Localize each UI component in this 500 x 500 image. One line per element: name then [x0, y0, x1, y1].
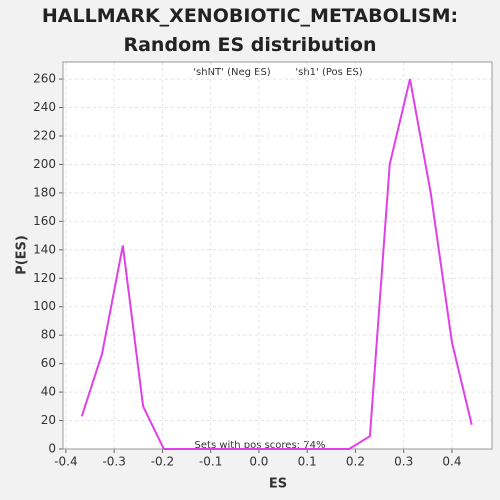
y-tick-label: 180: [33, 185, 56, 199]
y-tick-label: 120: [33, 271, 56, 285]
x-tick-label: -0.1: [199, 455, 222, 469]
x-axis-label: ES: [269, 477, 287, 492]
y-tick-label: 140: [33, 242, 56, 256]
y-tick-label: 160: [33, 214, 56, 228]
x-tick-label: -0.2: [151, 455, 174, 469]
y-tick-label: 0: [48, 442, 56, 456]
data-line: [80, 78, 473, 450]
y-tick-label: 20: [41, 413, 56, 427]
y-tick-label: 40: [41, 385, 56, 399]
y-tick-label: 80: [41, 328, 56, 342]
y-tick-label: 240: [33, 100, 56, 114]
chart-title: HALLMARK_XENOBIOTIC_METABOLISM: Random E…: [41, 5, 459, 56]
annotation: Sets with pos scores: 74%: [195, 440, 326, 451]
x-tick-label: 0.1: [298, 455, 317, 469]
y-tick-label: 260: [33, 72, 56, 86]
plot-area: [62, 61, 493, 450]
legend-pos: 'sh1' (Pos ES): [295, 67, 362, 78]
y-tick-label: 60: [41, 356, 56, 370]
y-tick-label: 200: [33, 157, 56, 171]
x-tick-label: 0.0: [249, 455, 268, 469]
legend-neg: 'shNT' (Neg ES): [193, 67, 271, 78]
x-tick-label: -0.4: [54, 455, 77, 469]
x-tick-label: 0.3: [394, 455, 413, 469]
x-tick-label: -0.3: [102, 455, 125, 469]
x-tick-label: 0.2: [346, 455, 365, 469]
y-axis-label: P(ES): [15, 235, 30, 275]
y-tick-label: 100: [33, 299, 56, 313]
y-tick-label: 220: [33, 128, 56, 142]
x-tick-label: 0.4: [442, 455, 461, 469]
